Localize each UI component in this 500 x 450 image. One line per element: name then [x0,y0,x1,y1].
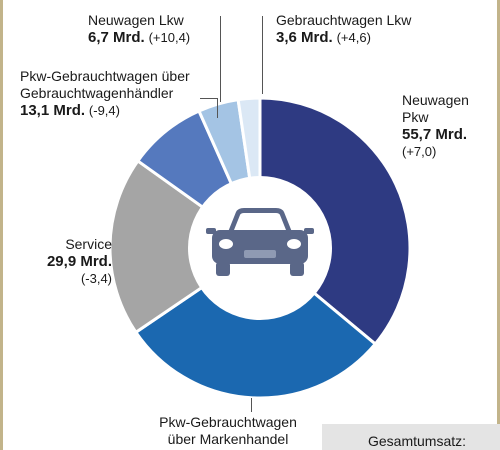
slice-amount: 55,7 Mrd. [402,126,468,143]
label-gebrauchtwagen-markenhandel: Pkw-Gebrauchtwagen über Markenhandel [118,414,338,448]
slice-name-line: Neuwagen Lkw [88,12,184,28]
slice-name-line: Gebrauchtwagenhändler [20,85,174,101]
frame-border-left [0,0,3,450]
slice-name-line: Pkw-Gebrauchtwagen [159,414,297,430]
leader-line [200,98,218,99]
slice-name-line: Pkw [402,109,429,125]
label-neuwagen-lkw: Neuwagen Lkw 6,7 Mrd. (+10,4) [88,12,190,46]
leader-line [220,16,221,102]
leader-line [251,398,252,412]
slice-name-line: über Markenhandel [167,431,289,447]
label-gebrauchtwagen-lkw: Gebrauchtwagen Lkw 3,6 Mrd. (+4,6) [276,12,411,46]
total-label: Gesamtumsatz: [368,433,467,449]
frame-border-right [497,0,500,450]
slice-name-line: Neuwagen [402,92,469,108]
slice-change: (-9,4) [88,103,120,118]
car-icon [206,208,314,276]
pie-slice-0 [258,96,412,347]
leader-line [217,98,218,118]
pie-slice-1 [133,246,378,400]
label-service: Service 29,9 Mrd. (-3,4) [10,236,112,287]
leader-line [262,16,263,94]
label-neuwagen-pkw: Neuwagen Pkw 55,7 Mrd. (+7,0) [402,92,469,160]
pie-slice-2 [108,158,263,335]
slice-change: (+10,4) [148,30,191,45]
total-revenue-box: Gesamtumsatz: [322,424,500,450]
slice-name-line: Gebrauchtwagen Lkw [276,12,412,28]
slice-amount: 29,9 Mrd. [46,253,112,270]
label-gebrauchtwagen-haendler: Pkw-Gebrauchtwagen über Gebrauchtwagenhä… [20,68,190,119]
slice-change: (+7,0) [402,144,437,159]
slice-name-line: Service [65,236,112,252]
slice-amount: 3,6 Mrd. [276,29,333,46]
slice-name-line: Pkw-Gebrauchtwagen über [20,68,190,84]
slice-amount: 13,1 Mrd. [20,102,86,119]
slice-change: (+4,6) [336,30,371,45]
slice-change: (-3,4) [80,271,112,286]
slice-amount: 6,7 Mrd. [88,29,145,46]
